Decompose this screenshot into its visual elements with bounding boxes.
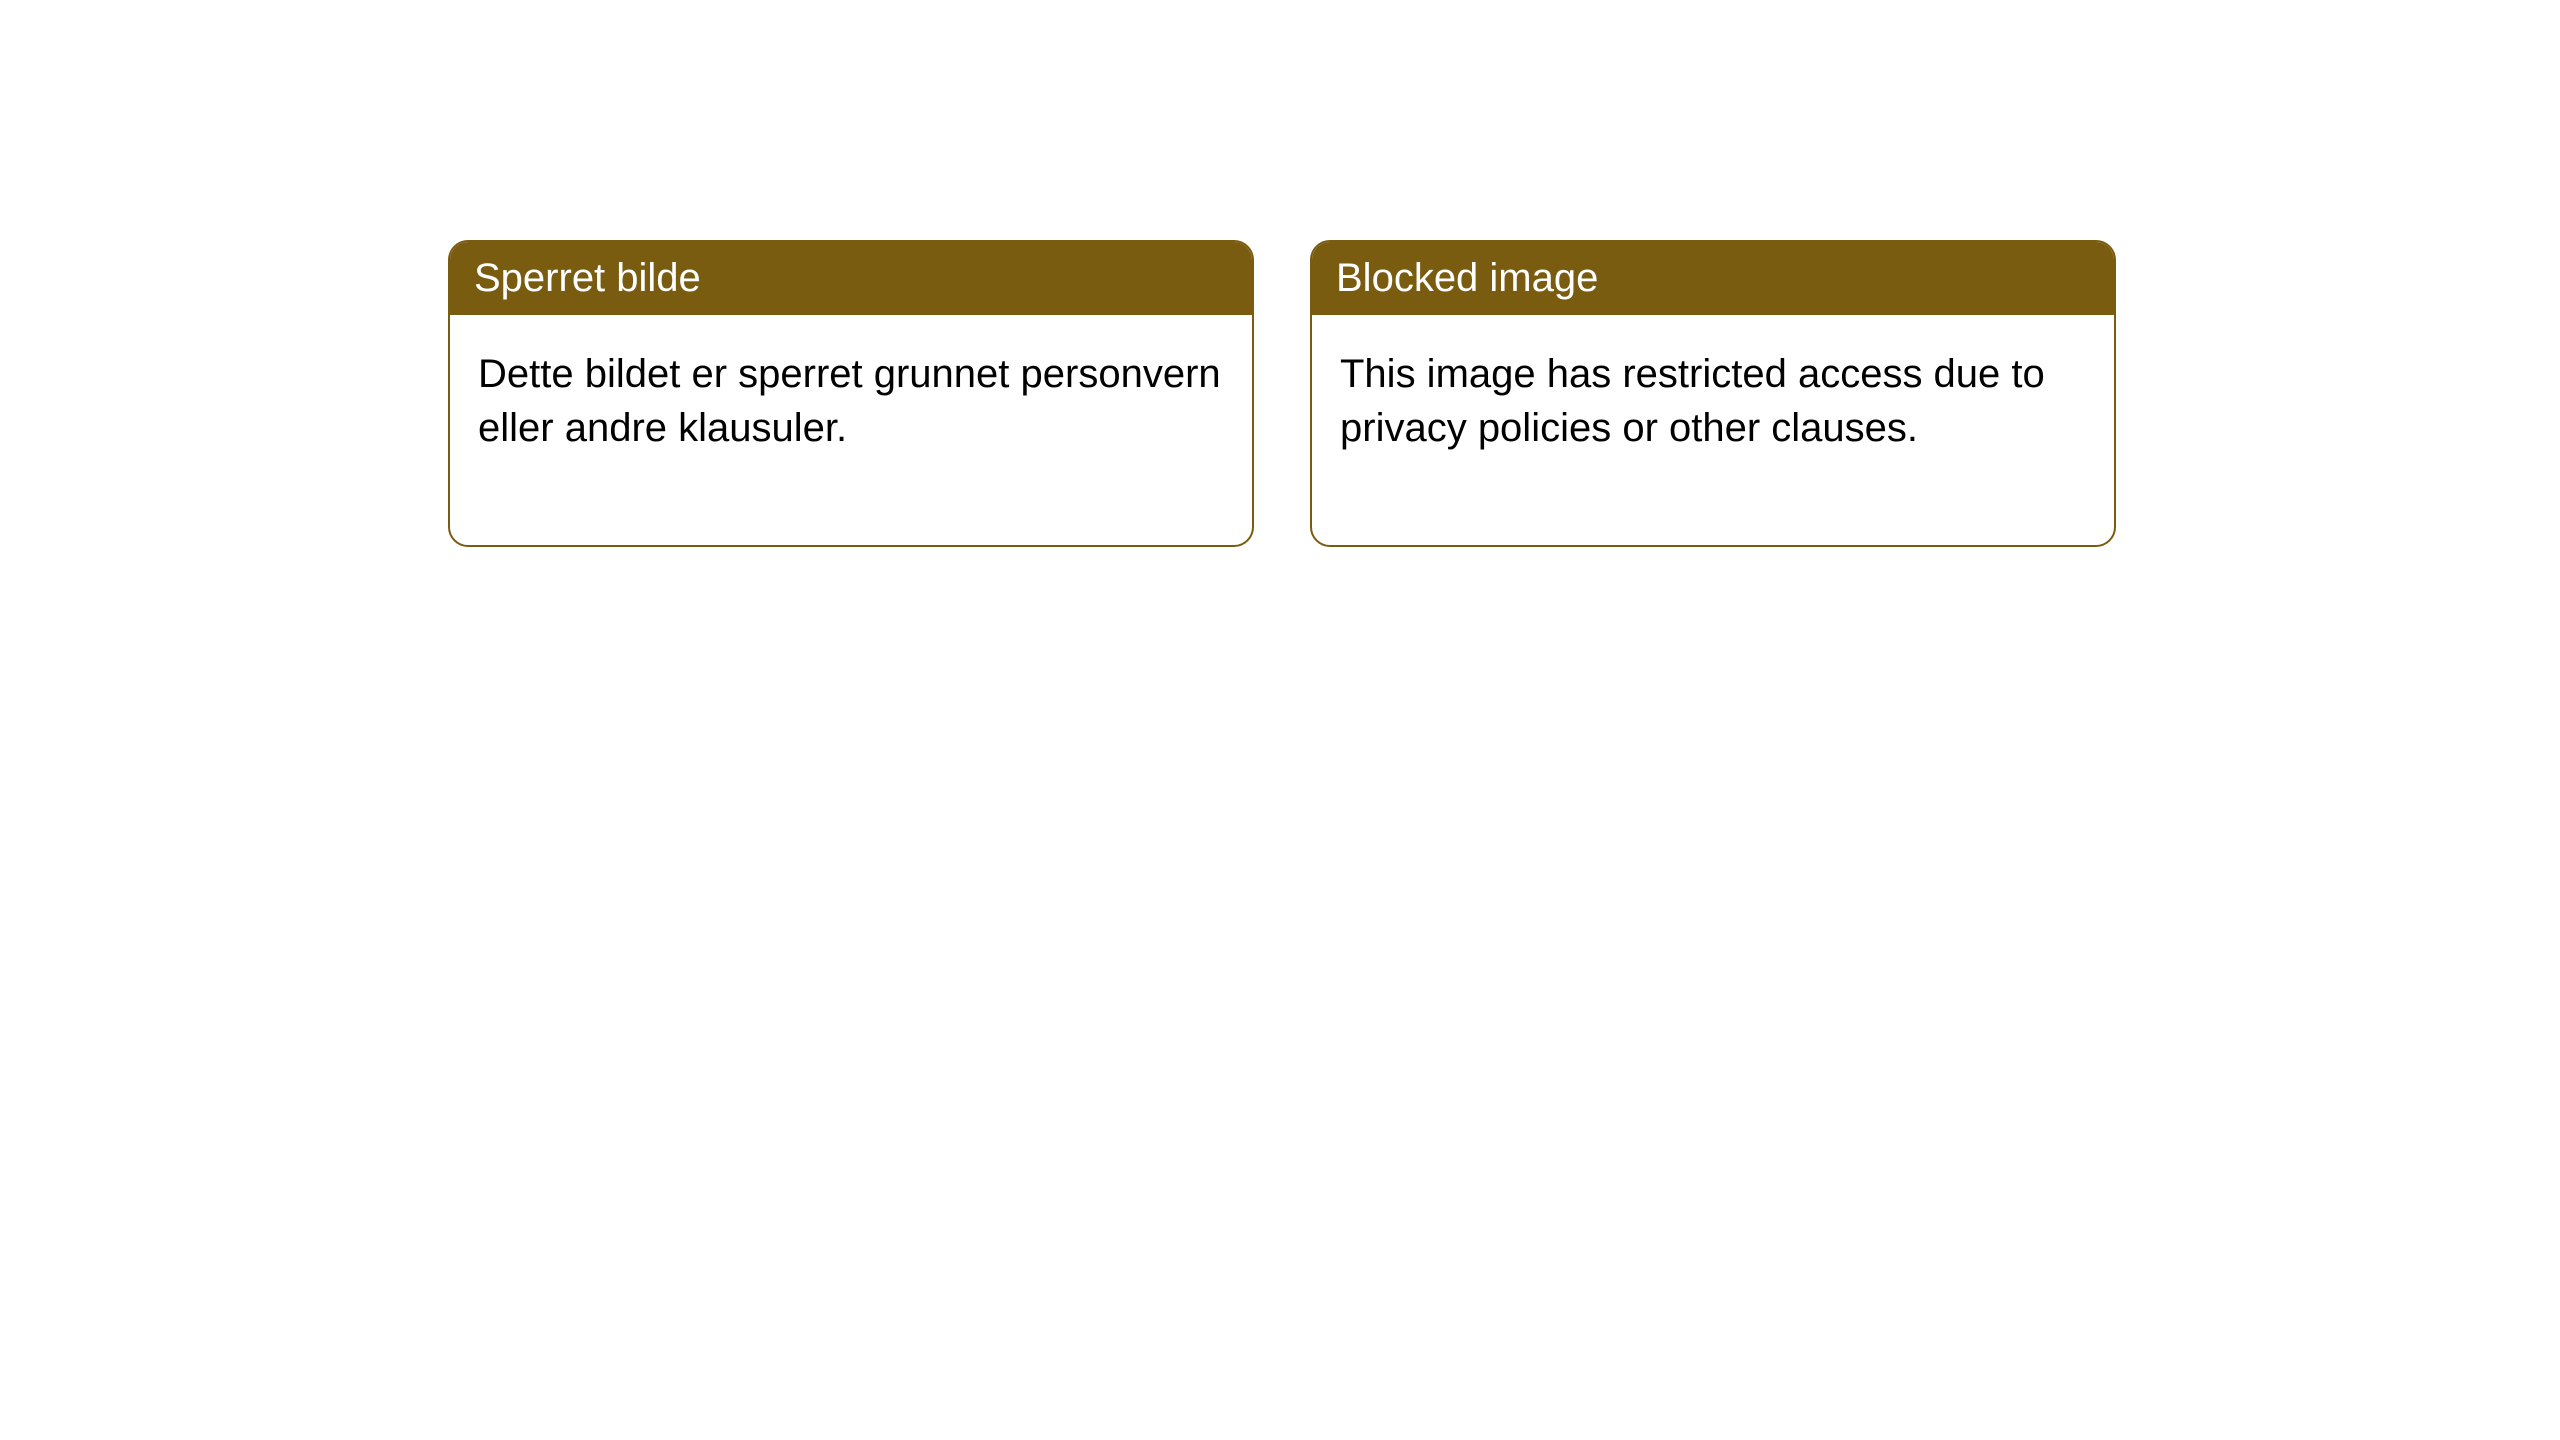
card-body: This image has restricted access due to … xyxy=(1312,315,2114,545)
blocked-image-card-norwegian: Sperret bilde Dette bildet er sperret gr… xyxy=(448,240,1254,547)
card-title: Blocked image xyxy=(1336,256,1598,300)
card-body-text: Dette bildet er sperret grunnet personve… xyxy=(478,352,1221,450)
blocked-image-card-english: Blocked image This image has restricted … xyxy=(1310,240,2116,547)
card-header: Sperret bilde xyxy=(450,242,1252,315)
blocked-image-cards: Sperret bilde Dette bildet er sperret gr… xyxy=(448,240,2116,547)
card-body-text: This image has restricted access due to … xyxy=(1340,352,2045,450)
card-header: Blocked image xyxy=(1312,242,2114,315)
card-title: Sperret bilde xyxy=(474,256,701,300)
card-body: Dette bildet er sperret grunnet personve… xyxy=(450,315,1252,545)
